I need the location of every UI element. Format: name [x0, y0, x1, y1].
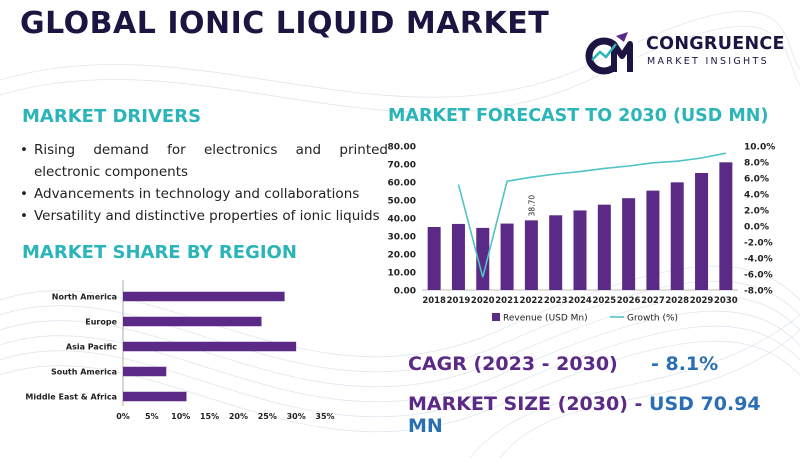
legend-revenue: Revenue (USD Mn)	[503, 314, 588, 324]
driver-item: Versatility and distinctive properties o…	[20, 205, 388, 227]
x-tick-label: 2022	[520, 296, 544, 306]
region-bar	[123, 391, 187, 402]
revenue-bar	[597, 204, 611, 290]
logo-icon	[585, 32, 637, 75]
logo-tagline: MARKET INSIGHTS	[647, 56, 769, 67]
right-tick-label: -2.0%	[744, 239, 773, 249]
right-tick-label: 2.0%	[744, 207, 769, 217]
page-title: GLOBAL IONIC LIQUID MARKET	[20, 6, 550, 41]
left-tick-label: 70.00	[388, 161, 416, 171]
region-label: North America	[52, 293, 117, 302]
revenue-bar	[670, 182, 684, 290]
revenue-bar	[524, 220, 538, 290]
legend-growth: Growth (%)	[627, 314, 678, 324]
bar-data-label: 38.70	[527, 195, 536, 217]
revenue-bar	[549, 215, 563, 290]
revenue-bar	[500, 223, 514, 290]
region-x-tick: 15%	[200, 412, 219, 421]
region-bar	[123, 316, 262, 327]
x-tick-label: 2028	[665, 296, 689, 306]
x-tick-label: 2027	[641, 296, 665, 306]
left-tick-label: 60.00	[388, 179, 416, 189]
x-tick-label: 2024	[568, 296, 592, 306]
x-tick-label: 2023	[544, 296, 568, 306]
region-label: Middle East & Africa	[25, 393, 117, 402]
left-tick-label: 40.00	[388, 215, 416, 225]
forecast-x-labels: 2018 2019 2020 2021 2022 2023 2024 2025 2026 2027…	[422, 296, 737, 306]
market-size-value: USD 70.94 MN	[408, 393, 761, 437]
left-tick-label: 10.00	[388, 269, 416, 279]
revenue-bar	[622, 198, 636, 290]
region-bars	[123, 291, 297, 402]
region-x-ticks: 0% 5% 10% 15% 20% 25% 30% 35%	[116, 412, 334, 421]
growth-line	[457, 152, 727, 278]
right-tick-label: 4.0%	[744, 191, 769, 201]
left-tick-label: 30.00	[388, 233, 416, 243]
region-label: South America	[51, 368, 117, 377]
forecast-chart: 0.00 10.00 20.00 30.00 40.00 50.00 60.00 70.00 8…	[388, 143, 776, 324]
right-tick-label: -8.0%	[744, 287, 773, 297]
left-tick-label: 50.00	[388, 197, 416, 207]
drivers-list: Rising demand for electronics and printe…	[20, 139, 388, 227]
x-tick-label: 2030	[714, 296, 738, 306]
x-tick-label: 2026	[617, 296, 641, 306]
left-tick-label: 80.00	[388, 143, 416, 153]
right-tick-label: -4.0%	[744, 255, 773, 265]
driver-item: Rising demand for electronics and printe…	[20, 139, 388, 183]
region-label: Europe	[85, 318, 117, 327]
revenue-bar	[427, 227, 441, 290]
region-x-tick: 10%	[171, 412, 190, 421]
forecast-bars	[427, 162, 733, 290]
region-share-title: MARKET SHARE BY REGION	[22, 242, 297, 263]
revenue-bar	[719, 162, 733, 290]
right-tick-label: 0.0%	[744, 223, 769, 233]
cagr-value: - 8.1%	[650, 353, 719, 375]
x-tick-label: 2020	[471, 296, 495, 306]
right-tick-label: -6.0%	[744, 271, 773, 281]
region-x-tick: 0%	[116, 412, 130, 421]
x-tick-label: 2025	[592, 296, 616, 306]
revenue-bar	[451, 223, 465, 290]
right-tick-label: 10.0%	[744, 143, 775, 153]
region-bar	[123, 366, 167, 377]
right-tick-label: 6.0%	[744, 175, 769, 185]
forecast-data-labels: 38.70	[527, 195, 536, 217]
region-bar	[123, 341, 297, 352]
market-size-label: MARKET SIZE (2030) -	[408, 393, 643, 415]
region-share-chart: North America Europe Asia Pacific South Ame…	[25, 280, 335, 421]
region-x-tick: 35%	[315, 412, 334, 421]
forecast-left-axis: 0.00 10.00 20.00 30.00 40.00 50.00 60.00 70.00 8…	[388, 143, 416, 297]
market-size-stat: MARKET SIZE (2030) - USD 70.94 MN	[408, 393, 800, 437]
x-tick-label: 2018	[422, 296, 446, 306]
region-labels: North America Europe Asia Pacific South Ame…	[25, 293, 117, 402]
x-tick-label: 2019	[447, 296, 471, 306]
drivers-title: MARKET DRIVERS	[22, 106, 202, 127]
region-x-tick: 20%	[229, 412, 248, 421]
region-x-tick: 30%	[287, 412, 306, 421]
forecast-chart-title: MARKET FORECAST TO 2030 (USD MN)	[388, 106, 769, 126]
cagr-label: CAGR (2023 - 2030)	[408, 353, 618, 375]
x-tick-label: 2021	[495, 296, 519, 306]
x-tick-label: 2029	[690, 296, 714, 306]
left-tick-label: 0.00	[394, 287, 416, 297]
driver-item: Advancements in technology and collabora…	[20, 183, 388, 205]
cagr-stat: CAGR (2023 - 2030) - 8.1%	[408, 353, 718, 375]
region-x-tick: 5%	[145, 412, 159, 421]
revenue-bar	[476, 227, 490, 290]
forecast-right-axis: 10.0% 8.0% 6.0% 4.0% 2.0% 0.0% -2.0% -4.0% -6.0%…	[744, 143, 775, 297]
region-bar	[123, 291, 285, 302]
region-x-tick: 25%	[258, 412, 277, 421]
revenue-bar	[573, 210, 587, 290]
legend-swatch-revenue	[492, 313, 500, 321]
forecast-legend: Revenue (USD Mn) Growth (%)	[492, 313, 678, 324]
logo: CONGRUENCE MARKET INSIGHTS	[584, 30, 794, 78]
revenue-bar	[695, 173, 709, 290]
region-label: Asia Pacific	[66, 343, 117, 352]
revenue-bar	[646, 190, 660, 290]
right-tick-label: 8.0%	[744, 159, 769, 169]
logo-name: CONGRUENCE	[646, 34, 785, 54]
left-tick-label: 20.00	[388, 251, 416, 261]
